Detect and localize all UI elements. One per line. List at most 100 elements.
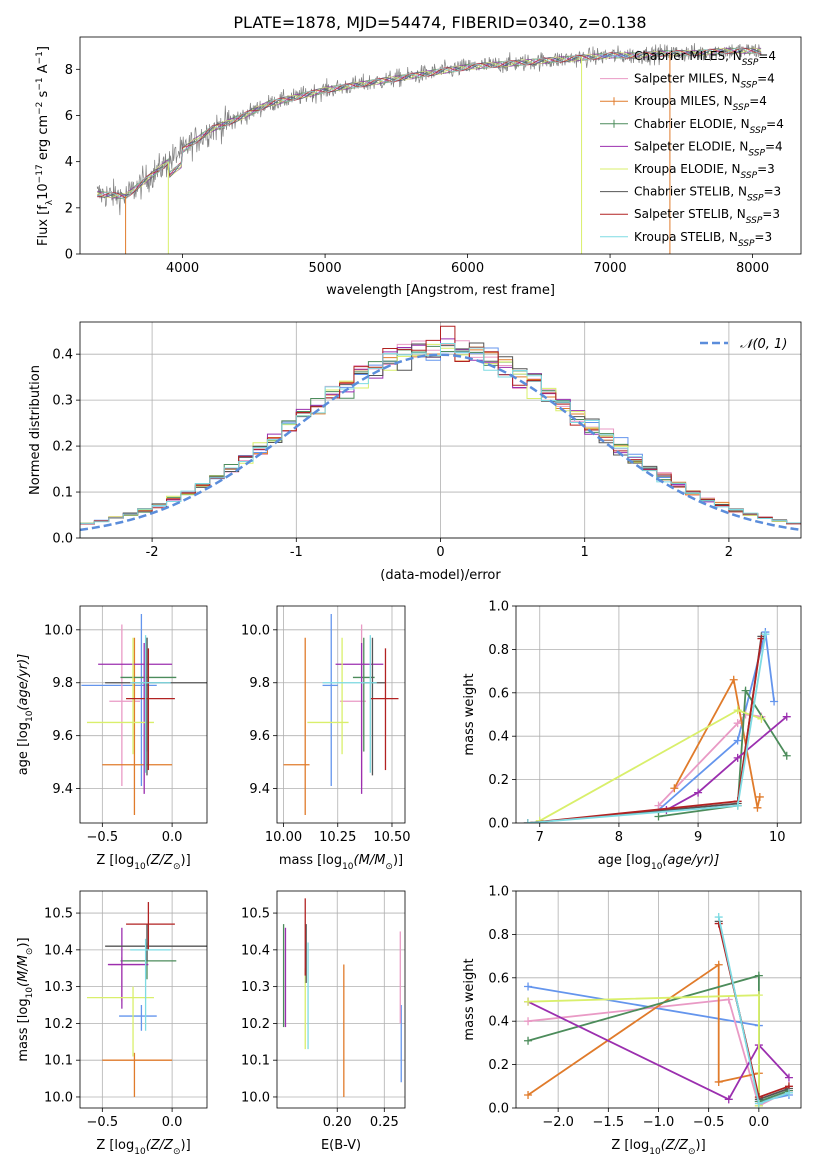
label-part: )] — [16, 937, 31, 947]
label-part: SSP — [747, 194, 764, 204]
label-part: ⊙ — [385, 862, 393, 872]
x-tick-label: 10.25 — [319, 830, 356, 845]
y-tick-label: 10.2 — [44, 1017, 73, 1032]
weight-point-marker — [782, 712, 791, 721]
weight-point-marker — [733, 736, 742, 745]
label-part: (M/M — [354, 853, 386, 868]
label-part: Z [log — [96, 1138, 134, 1153]
legend-entry: Salpeter MILES, NSSP=4 — [634, 72, 775, 91]
label-part: SSP — [750, 126, 767, 136]
x-axis-label: Z [log10(Z/Z⊙)] — [96, 1138, 190, 1157]
y-tick-label: 10.0 — [44, 1090, 73, 1105]
model-spectrum-line — [97, 47, 762, 199]
weight-point-marker — [524, 997, 533, 1006]
label-part: age [log — [598, 853, 651, 868]
mass-vs-extinction-panel: 0.20 0.25 10.0 10.1 10.2 10.3 10.4 10.5 E(B-V) — [241, 890, 406, 1153]
label-part: (Z/Z — [661, 1138, 689, 1153]
x-axis-label: E(B-V) — [321, 1138, 361, 1153]
axes-frame — [79, 890, 208, 1109]
weight-series-line — [657, 631, 775, 811]
x-tick-label: −0.5 — [87, 830, 119, 845]
label-part: (Z/Z — [146, 1138, 174, 1153]
label-part: ⊙ — [173, 1147, 181, 1157]
age-vs-mass-panel: 10.00 10.25 10.50 9.4 9.6 9.8 10.0 mass [log10(… — [241, 605, 411, 872]
y-axis-label: age [log10(age/yr)] — [16, 654, 35, 776]
y-tick-label: 0.0 — [488, 1102, 509, 1117]
weight-point-marker — [761, 630, 770, 639]
plot-area — [80, 325, 801, 538]
x-tick-label: 4000 — [166, 261, 199, 276]
x-axis-label: Z [log10(Z/Z⊙)] — [96, 853, 190, 872]
label-part: Flux [f — [36, 205, 51, 246]
x-tick-label: 5000 — [309, 261, 342, 276]
label-part: =4 — [766, 117, 784, 131]
label-part: SSP — [746, 216, 763, 226]
residuals-histogram-panel: -2 -1 0 1 2 0.0 0.1 0.2 0.3 0.4 (data-model)/error… — [28, 321, 802, 583]
weight-point-marker — [714, 1077, 723, 1086]
label-part: SSP — [748, 148, 765, 158]
x-tick-label: 0.25 — [370, 1115, 399, 1130]
label-part: erg cm — [36, 115, 51, 164]
axes-frame — [515, 605, 802, 824]
y-tick-label: 0.6 — [488, 971, 509, 986]
weight-point-marker — [733, 801, 742, 810]
model-spectrum-line — [96, 47, 762, 200]
label-part: =4 — [758, 49, 776, 63]
x-tick-label: 0.0 — [749, 1115, 770, 1130]
legend-entry: Chabrier STELIB, NSSP=3 — [634, 185, 781, 204]
axes-frame — [515, 890, 802, 1109]
label-part: 10 — [25, 710, 35, 722]
label-part: Salpeter STELIB, N — [634, 207, 746, 221]
weight-point-marker — [733, 706, 742, 715]
y-tick-label: 4 — [65, 155, 73, 170]
x-tick-label: 7000 — [594, 261, 627, 276]
weight-point-marker — [524, 1017, 533, 1026]
label-part: Salpeter MILES, N — [634, 72, 741, 86]
y-tick-label: 10.0 — [44, 623, 73, 638]
weight-point-marker — [714, 913, 723, 922]
x-axis-label: mass [log10(M/M⊙)] — [279, 853, 403, 872]
label-part: Kroupa MILES, N — [634, 94, 733, 108]
y-tick-label: 0.4 — [488, 1015, 509, 1030]
y-tick-label: 0.8 — [488, 643, 509, 658]
x-tick-label: 6000 — [451, 261, 484, 276]
label-part: =4 — [765, 139, 783, 153]
legend-entry: Chabrier ELODIE, NSSP=4 — [634, 117, 784, 136]
label-part: )] — [181, 1138, 191, 1153]
x-axis-label: Z [log10(Z/Z⊙)] — [611, 1138, 705, 1157]
figure-title: PLATE=1878, MJD=54474, FIBERID=0340, z=0… — [233, 13, 646, 32]
x-axis-label: age [log10(age/yr)] — [598, 853, 720, 872]
y-tick-label: 10.5 — [44, 907, 73, 922]
label-part: ] — [36, 46, 51, 51]
age-vs-metallicity-panel: −0.5 0.09.49.69.810.0Z [log10(Z/Z⊙)]age [… — [16, 605, 208, 872]
label-part: =4 — [749, 94, 767, 108]
weight-point-marker — [670, 784, 679, 793]
y-tick-label: 8 — [65, 63, 73, 78]
label-part: ⊙ — [688, 1147, 696, 1157]
weight-point-marker — [714, 960, 723, 969]
weight-series-line — [527, 963, 760, 1096]
label-part: (Z/Z — [146, 853, 174, 868]
weight-series-line — [665, 716, 788, 811]
label-part: SSP — [738, 239, 755, 249]
y-tick-label: 6 — [65, 109, 73, 124]
label-part: 10 — [36, 183, 51, 200]
plot-area — [523, 628, 791, 823]
weight-series-line — [658, 687, 788, 818]
x-tick-label: −0.5 — [87, 1115, 119, 1130]
plot-area — [524, 913, 793, 1108]
weight-point-marker — [782, 751, 791, 760]
x-tick-label: −1.5 — [593, 1115, 625, 1130]
plot-area — [283, 613, 399, 816]
legend-entry: Kroupa MILES, NSSP=4 — [634, 94, 767, 113]
axes-frame — [79, 605, 208, 824]
y-tick-label: 10.1 — [241, 1054, 270, 1069]
label-part: mass [log — [279, 853, 342, 868]
y-tick-label: 10.0 — [241, 623, 270, 638]
y-tick-label: 9.8 — [249, 676, 270, 691]
label-part: Chabrier STELIB, N — [634, 185, 747, 199]
x-tick-label: 0.0 — [162, 830, 183, 845]
label-part: (M/M — [16, 955, 31, 987]
